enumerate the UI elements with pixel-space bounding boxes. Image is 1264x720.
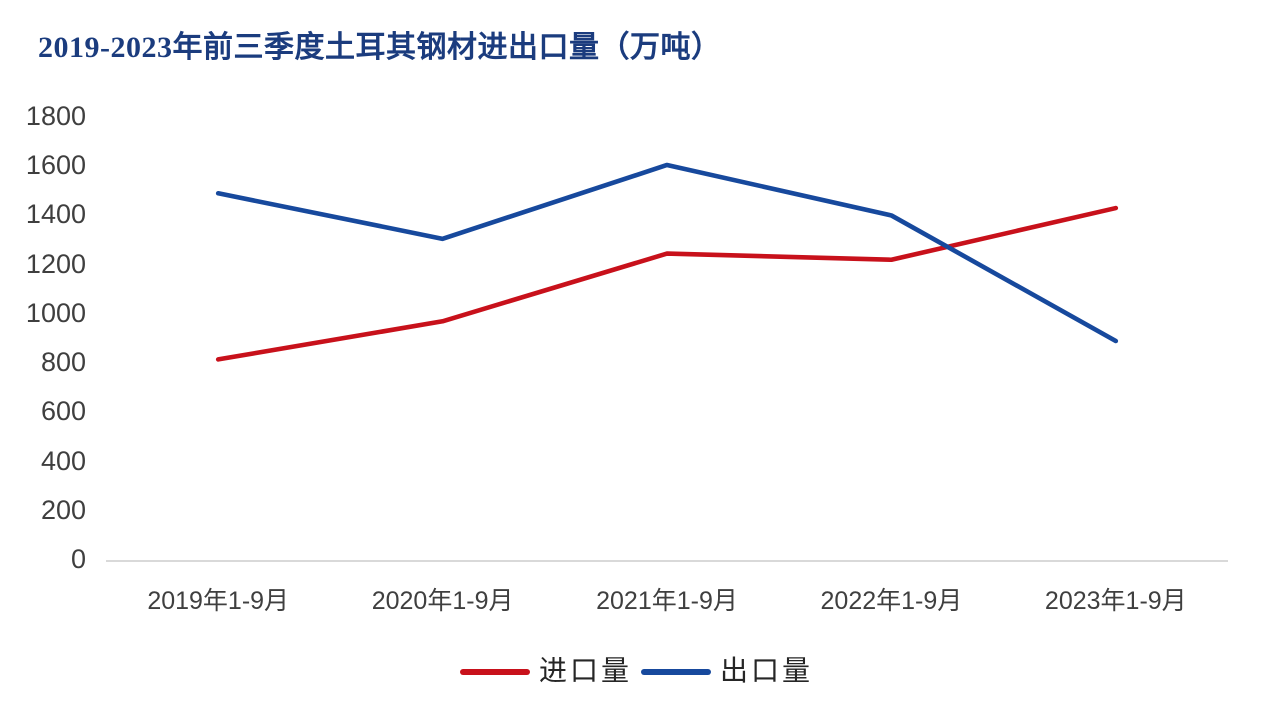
y-tick-label: 1600 — [25, 150, 86, 181]
legend: 进口量 出口量 — [0, 655, 1264, 689]
chart-title: 2019-2023年前三季度土耳其钢材进出口量（万吨） — [38, 31, 722, 64]
legend-item: 出口量 — [632, 655, 813, 689]
y-tick-label: 600 — [40, 396, 86, 427]
y-tick-label: 1400 — [25, 199, 86, 230]
legend-line-swatch — [641, 668, 711, 675]
x-tick-label: 2019年1-9月 — [147, 587, 290, 615]
series-line-进口量 — [215, 205, 1119, 362]
y-tick-label: 200 — [40, 494, 86, 525]
legend-label: 进口量 — [538, 656, 632, 687]
y-tick-label: 0 — [70, 543, 86, 574]
y-tick-label: 1200 — [25, 248, 86, 279]
legend-item: 进口量 — [451, 655, 632, 689]
legend-label: 出口量 — [720, 656, 814, 687]
y-tick-label: 400 — [40, 445, 86, 476]
y-tick-label: 1800 — [25, 100, 86, 131]
y-tick-label: 1000 — [25, 297, 86, 328]
legend-line-swatch — [459, 668, 530, 675]
x-tick-label: 2022年1-9月 — [820, 587, 963, 615]
x-tick-label: 2020年1-9月 — [371, 587, 514, 615]
x-tick-label: 2023年1-9月 — [1044, 587, 1187, 615]
x-tick-label: 2021年1-9月 — [596, 587, 738, 615]
y-tick-label: 800 — [40, 347, 86, 378]
series-line-出口量 — [215, 162, 1119, 344]
